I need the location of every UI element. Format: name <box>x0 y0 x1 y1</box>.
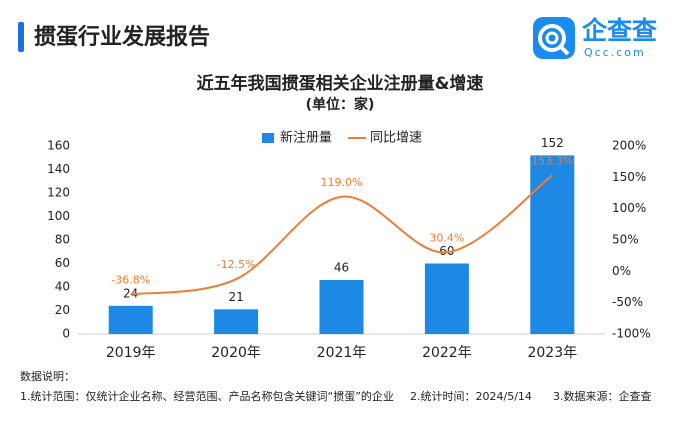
title-accent <box>18 22 24 52</box>
logo-ring-inner <box>545 31 559 45</box>
x-tick-label: 2021年 <box>317 345 367 361</box>
legend-label: 同比增速 <box>370 131 422 146</box>
bar-value-label: 24 <box>123 286 138 300</box>
line-value-label: 30.4% <box>429 231 464 244</box>
bar <box>319 279 364 334</box>
legend-swatch <box>262 133 274 143</box>
page-title: 掼蛋行业发展报告 <box>34 24 210 50</box>
y-tick-label: 0 <box>62 327 70 341</box>
chart-title: 近五年我国掼蛋相关企业注册量&增速 <box>197 73 484 94</box>
line-value-label: -36.8% <box>111 273 150 286</box>
y-tick-label: 120 <box>47 186 70 200</box>
line <box>130 174 553 296</box>
bar <box>424 263 469 334</box>
y-tick-label: 100 <box>47 209 70 223</box>
bar-value-label: 21 <box>228 290 243 304</box>
bar-value-label: 60 <box>439 244 454 258</box>
y2-tick-label: 100% <box>612 201 646 215</box>
footer-note: 1.统计范围：仅统计企业名称、经营范围、产品名称包含关键词“掼蛋”的企业 <box>20 389 394 403</box>
line-value-label: -12.5% <box>217 258 256 271</box>
bar <box>530 155 575 334</box>
logo-handle <box>558 44 570 56</box>
bar-value-label: 152 <box>541 136 564 150</box>
logo: 企查查 Qcc.com <box>533 16 657 59</box>
y-tick-label: 40 <box>55 280 70 294</box>
y2-tick-label: -50% <box>612 295 643 309</box>
y2-tick-label: 0% <box>612 264 631 278</box>
y-tick-label: 20 <box>55 303 70 317</box>
y-tick-label: 140 <box>47 162 70 176</box>
y-tick-label: 160 <box>47 139 70 153</box>
line-value-label: 153.3% <box>531 154 573 167</box>
x-tick-label: 2022年 <box>422 345 472 361</box>
footer-heading: 数据说明： <box>20 369 75 383</box>
footer-note: 2.统计时间：2024/5/14 <box>410 390 532 403</box>
y2-tick-label: 50% <box>612 233 639 247</box>
x-tick-label: 2023年 <box>527 345 577 361</box>
bar <box>108 305 153 334</box>
chart-subtitle: (单位：家) <box>306 96 375 113</box>
x-tick-label: 2019年 <box>106 345 156 361</box>
x-tick-label: 2020年 <box>211 345 261 361</box>
bar-value-label: 46 <box>334 260 349 274</box>
line-value-label: 119.0% <box>321 176 363 189</box>
logo-sub: Qcc.com <box>584 46 646 59</box>
y2-tick-label: -100% <box>612 327 651 341</box>
bar <box>214 309 259 334</box>
y-tick-label: 60 <box>55 256 70 270</box>
footer-note: 3.数据来源：企查查 <box>553 389 652 403</box>
y2-tick-label: 150% <box>612 170 646 184</box>
logo-ring <box>538 24 566 52</box>
logo-text: 企查查 <box>582 16 657 45</box>
y2-tick-label: 200% <box>612 139 646 153</box>
y-tick-label: 80 <box>55 233 70 247</box>
legend-label: 新注册量 <box>280 130 332 146</box>
